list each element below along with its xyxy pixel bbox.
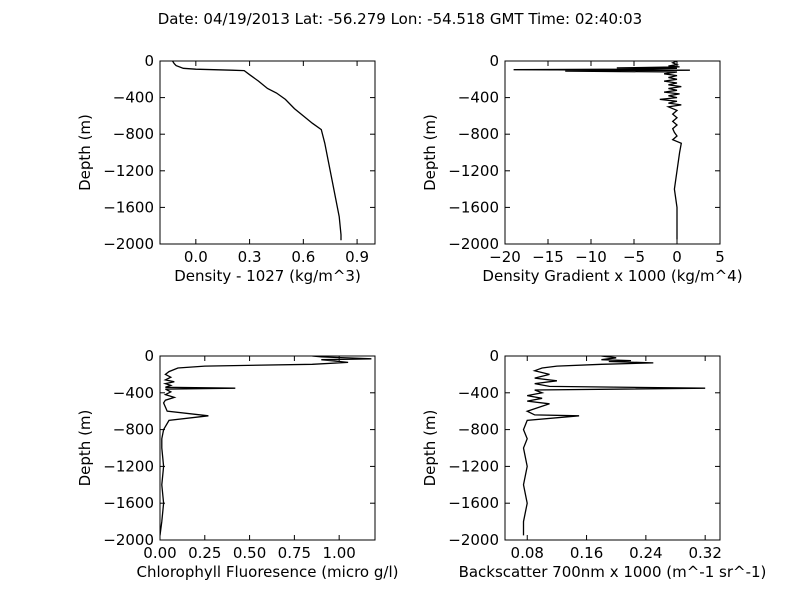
density-xlabel: Density - 1027 (kg/m^3) xyxy=(174,267,361,285)
density-gradient-xtick-label: −5 xyxy=(623,248,645,266)
density-xtick-label: 0.0 xyxy=(184,248,208,266)
density-ytick-label: −800 xyxy=(113,125,154,143)
chlorophyll-panel: 0.00 0.25 0.50 0.75 1.00 0 −400 −800 −1200 −1600 −… xyxy=(76,347,398,581)
density-gradient-ytick-label: −1600 xyxy=(448,198,499,216)
density-ytick-label: −400 xyxy=(113,89,154,107)
density-xtick-label: 0.9 xyxy=(345,248,369,266)
density-gradient-profile-line xyxy=(513,61,690,240)
density-ytick-label: 0 xyxy=(144,52,154,70)
density-gradient-xtick-label: −20 xyxy=(489,248,521,266)
density-gradient-xtick-label: 5 xyxy=(715,248,725,266)
density-axes-frame xyxy=(159,60,376,245)
density-gradient-ytick-label: 0 xyxy=(489,52,499,70)
backscatter-xtick-label: 0.16 xyxy=(570,544,603,562)
backscatter-xtick-label: 0.08 xyxy=(511,544,544,562)
chlorophyll-xtick-label: 1.00 xyxy=(322,544,355,562)
chlorophyll-ytick-label: −1600 xyxy=(103,494,154,512)
chlorophyll-axes-frame xyxy=(159,355,376,541)
density-gradient-xtick-label: −15 xyxy=(532,248,564,266)
backscatter-ytick-label: −2000 xyxy=(448,531,499,549)
backscatter-ytick-label: −800 xyxy=(458,421,499,439)
chlorophyll-profile-line xyxy=(160,356,372,536)
chlorophyll-ytick-label: −1200 xyxy=(103,457,154,475)
chlorophyll-xlabel: Chlorophyll Fluoresence (micro g/l) xyxy=(137,563,399,581)
density-gradient-ytick-label: −800 xyxy=(458,125,499,143)
density-gradient-ytick-label: −1200 xyxy=(448,162,499,180)
density-profile-line xyxy=(171,61,342,241)
chlorophyll-ylabel: Depth (m) xyxy=(76,410,94,487)
density-gradient-ylabel: Depth (m) xyxy=(421,114,439,191)
backscatter-xtick-label: 0.32 xyxy=(688,544,721,562)
density-ytick-label: −1600 xyxy=(103,198,154,216)
chlorophyll-ytick-label: −800 xyxy=(113,421,154,439)
backscatter-profile-line xyxy=(522,356,706,536)
density-xtick-label: 0.6 xyxy=(291,248,315,266)
backscatter-panel: 0.08 0.16 0.24 0.32 0 −400 −800 −1200 −1600 −2000… xyxy=(421,347,766,581)
backscatter-ytick-label: 0 xyxy=(489,347,499,365)
density-ytick-label: −1200 xyxy=(103,162,154,180)
density-gradient-axes-frame xyxy=(504,60,721,245)
backscatter-axes-frame xyxy=(504,355,721,541)
backscatter-ylabel: Depth (m) xyxy=(421,410,439,487)
chlorophyll-ytick-label: −400 xyxy=(113,384,154,402)
figure-title: Date: 04/19/2013 Lat: -56.279 Lon: -54.5… xyxy=(158,10,642,28)
backscatter-ytick-label: −1200 xyxy=(448,457,499,475)
chlorophyll-xtick-label: 0.00 xyxy=(143,544,176,562)
density-ylabel: Depth (m) xyxy=(76,114,94,191)
density-gradient-xtick-label: −10 xyxy=(575,248,607,266)
density-xtick-label: 0.3 xyxy=(238,248,262,266)
density-gradient-xlabel: Density Gradient x 1000 (kg/m^4) xyxy=(482,267,742,285)
backscatter-ytick-label: −1600 xyxy=(448,494,499,512)
density-gradient-xtick-label: 0 xyxy=(672,248,682,266)
backscatter-xlabel: Backscatter 700nm x 1000 (m^-1 sr^-1) xyxy=(459,563,767,581)
density-ytick-label: −2000 xyxy=(103,235,154,253)
density-gradient-ytick-label: −2000 xyxy=(448,235,499,253)
density-gradient-panel: −20 −15 −10 −5 0 5 0 −400 −800 −1200 −1600 −2000 Den… xyxy=(421,52,743,285)
chlorophyll-xtick-label: 0.25 xyxy=(188,544,221,562)
chlorophyll-ytick-label: −2000 xyxy=(103,531,154,549)
density-gradient-ytick-label: −400 xyxy=(458,89,499,107)
backscatter-xtick-label: 0.24 xyxy=(629,544,662,562)
chlorophyll-ytick-label: 0 xyxy=(144,347,154,365)
chlorophyll-xtick-label: 0.50 xyxy=(233,544,266,562)
backscatter-ytick-label: −400 xyxy=(458,384,499,402)
chlorophyll-xtick-label: 0.75 xyxy=(278,544,311,562)
density-panel: 0.0 0.3 0.6 0.9 0 −400 −800 −1200 −1600 −2000 Dens… xyxy=(76,52,376,285)
